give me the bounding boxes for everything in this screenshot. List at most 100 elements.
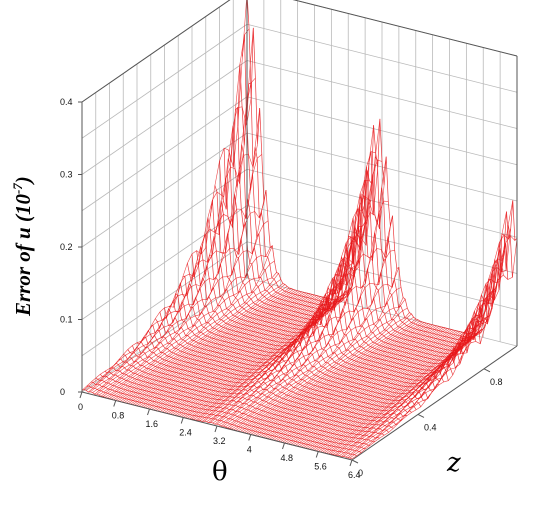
surface-theta-line <box>284 328 450 444</box>
surface-theta-line <box>197 225 364 421</box>
surface-theta-line <box>102 220 269 397</box>
theta-tick-mark <box>282 442 285 450</box>
surface-theta-line <box>159 297 326 412</box>
theta-tick-mark <box>113 400 117 407</box>
surface-theta-line <box>278 327 444 442</box>
theta-tick-mark <box>248 434 252 441</box>
surface-theta-line <box>143 293 309 408</box>
surface-theta-line <box>130 289 296 405</box>
surface-theta-line <box>88 27 254 393</box>
surface-theta-line <box>117 283 284 402</box>
surface-theta-line <box>174 299 340 416</box>
surface-theta-line <box>318 328 484 452</box>
surface-theta-line <box>136 291 302 407</box>
surface-theta-line <box>223 200 389 427</box>
z-tick-mark <box>483 368 491 373</box>
z-tick-mark <box>417 413 425 418</box>
surface-theta-line <box>307 333 473 450</box>
surface-theta-line <box>98 202 265 396</box>
surface-theta-line <box>303 333 469 449</box>
surface-theta-line <box>210 151 376 423</box>
theta-tick-mark <box>214 425 218 433</box>
surface-theta-line <box>311 333 478 451</box>
theta-tick-label: 4 <box>247 445 252 455</box>
surface-theta-line <box>126 288 292 404</box>
surface-theta-line <box>297 331 463 447</box>
theta-tick-mark <box>79 391 83 399</box>
back-wall-grid-line <box>246 241 518 311</box>
surface-theta-line <box>231 268 398 430</box>
tick-labels: 00.10.20.30.400.81.62.43.244.85.66.400.4… <box>60 97 503 480</box>
left-wall-grid-line <box>81 96 248 212</box>
surface-theta-line <box>86 97 252 391</box>
surface-theta-line <box>199 221 366 421</box>
surface-theta-line <box>267 324 433 439</box>
surface-theta-line <box>216 159 383 425</box>
surface-theta-line <box>81 0 247 391</box>
surface-theta-line <box>294 331 461 446</box>
surface-theta-line <box>265 323 431 439</box>
surface-theta-line <box>115 279 281 401</box>
surface-theta-line <box>96 154 262 395</box>
left-wall-grid-line <box>81 60 248 175</box>
surface-theta-line <box>275 326 442 442</box>
surface-theta-line <box>235 287 402 431</box>
surface-theta-line <box>252 319 419 436</box>
surface-theta-line <box>292 330 459 446</box>
left-wall-grid-line <box>81 23 248 139</box>
surface-theta-line <box>254 320 421 436</box>
back-wall-grid-line <box>246 60 518 129</box>
surface-theta-line <box>233 267 400 431</box>
z-axis-title: Error of u (10-7) <box>10 176 35 317</box>
surface-theta-line <box>109 260 275 399</box>
surface-theta-line <box>166 298 332 414</box>
surface-theta-line <box>128 289 294 404</box>
surface-theta-line <box>100 189 267 397</box>
error-tick-label: 0.3 <box>60 170 73 180</box>
left-wall-grid-line <box>81 132 248 248</box>
theta-tick-label: 3.2 <box>213 436 226 446</box>
surface-theta-line <box>301 332 467 448</box>
surface-theta-line <box>229 250 395 429</box>
surface-theta-line <box>250 318 416 435</box>
theta-tick-label: 5.6 <box>314 462 327 472</box>
surface-theta-line <box>244 312 410 434</box>
surface-theta-line <box>119 284 286 402</box>
left-wall-grid-line <box>81 241 248 357</box>
theta-tick-label: 4.8 <box>281 453 294 463</box>
theta-tick-label: 0.8 <box>112 411 125 421</box>
surface-theta-line <box>288 329 454 445</box>
surface-theta-line <box>208 125 374 423</box>
surface-theta-line <box>121 286 288 403</box>
surface-theta-line <box>189 268 355 420</box>
surface-theta-line <box>204 179 370 422</box>
surface-theta-line <box>237 297 404 432</box>
surface-theta-line <box>90 77 256 393</box>
surface-theta-line <box>343 234 509 457</box>
axis-frame-edge <box>81 0 231 103</box>
surface-theta-line <box>168 299 334 415</box>
surface-theta-line <box>341 211 507 457</box>
surface-theta-line <box>286 329 452 444</box>
theta-tick-label: 0 <box>78 402 83 412</box>
surface-theta-line <box>263 323 429 438</box>
surface-theta-line <box>83 28 250 390</box>
surface-theta-line <box>214 118 381 425</box>
surface-theta-line <box>170 299 336 415</box>
surface-theta-line <box>351 238 518 460</box>
error-tick-label: 0.1 <box>60 315 73 325</box>
axis-frame-edge <box>292 0 518 57</box>
surface-theta-line <box>157 296 324 412</box>
theta-axis-title: θ <box>212 457 228 487</box>
surface-theta-line <box>330 291 496 455</box>
error-tick-label: 0 <box>60 387 65 397</box>
surface-theta-line <box>339 245 505 456</box>
surface-theta-line <box>94 107 260 395</box>
surface-theta-line <box>246 313 412 434</box>
surface-theta-line <box>282 328 448 443</box>
error-tick-label: 0.2 <box>60 242 73 252</box>
surface-theta-line <box>147 294 313 409</box>
surface-theta-line <box>334 247 501 456</box>
z-tick-mark <box>351 459 359 464</box>
surface-theta-line <box>269 325 435 440</box>
